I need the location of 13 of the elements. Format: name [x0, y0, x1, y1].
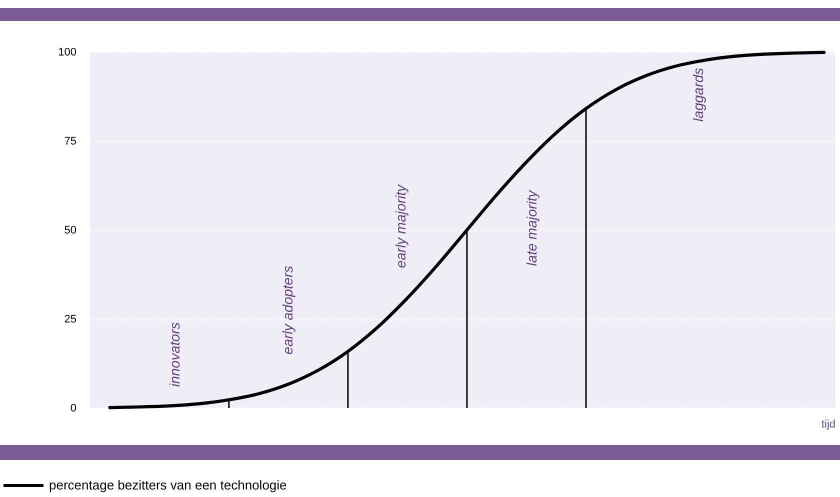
y-tick-label: 100	[58, 46, 76, 58]
x-axis-title: tijd	[821, 418, 836, 430]
legend-label: percentage bezitters van een technologie	[49, 478, 287, 492]
annotation: early adopters	[279, 266, 296, 354]
line-series	[108, 50, 826, 410]
annotation: innovators	[166, 322, 182, 387]
y-tick-label: 75	[64, 136, 76, 148]
y-tick-label: 25	[64, 314, 76, 326]
annotation: late majority	[523, 189, 540, 266]
y-tick-label: 50	[64, 224, 76, 236]
annotation: laggards	[690, 68, 706, 122]
annotation: early majority	[392, 184, 408, 268]
y-tick-label: 0	[70, 402, 76, 414]
